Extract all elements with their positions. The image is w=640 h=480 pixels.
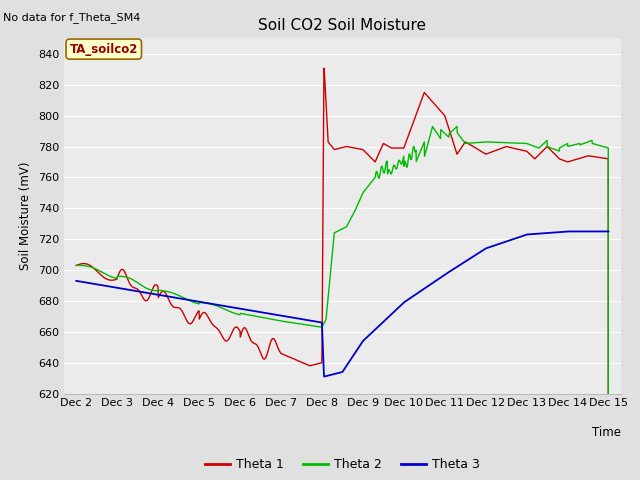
Text: Time: Time <box>592 426 621 439</box>
Y-axis label: Soil Moisture (mV): Soil Moisture (mV) <box>19 162 33 270</box>
Title: Soil CO2 Soil Moisture: Soil CO2 Soil Moisture <box>259 18 426 33</box>
Text: TA_soilco2: TA_soilco2 <box>70 43 138 56</box>
Legend: Theta 1, Theta 2, Theta 3: Theta 1, Theta 2, Theta 3 <box>200 453 485 476</box>
Text: No data for f_Theta_SM4: No data for f_Theta_SM4 <box>3 12 141 23</box>
